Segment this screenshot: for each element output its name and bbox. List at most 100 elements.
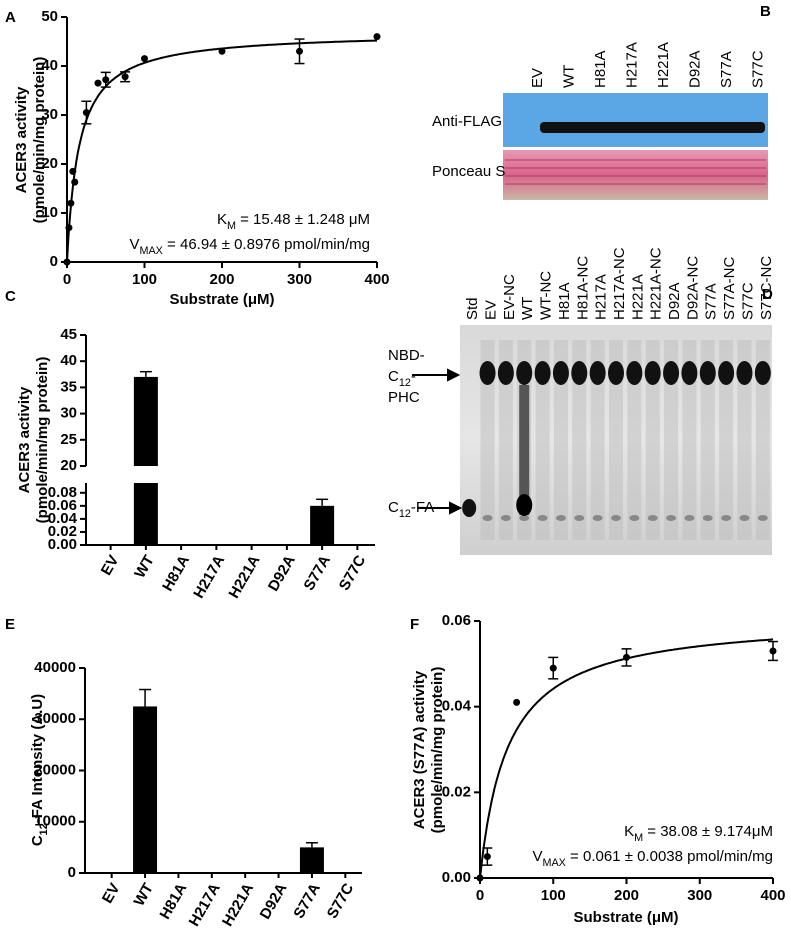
- tlc-lanes: [462, 340, 771, 540]
- panel-label: B: [760, 3, 771, 20]
- x-tick-label: WT: [131, 552, 157, 581]
- marker-label: PHC: [388, 389, 420, 406]
- lane-label: H217A: [593, 274, 610, 320]
- x-tick-label: 200: [614, 887, 639, 904]
- lane-streak: [519, 385, 530, 515]
- lane-label: H81A: [556, 282, 573, 320]
- data-point: [102, 76, 110, 84]
- x-tick-label: EV: [99, 880, 124, 906]
- text-part: PHC: [388, 389, 420, 406]
- x-tick-label: S77A: [290, 880, 324, 921]
- data-point: [67, 199, 75, 207]
- spot: [574, 515, 585, 521]
- y-tick-label: 40: [41, 57, 58, 74]
- spot: [757, 515, 768, 521]
- text-part: V: [129, 236, 139, 253]
- data-point: [141, 55, 148, 63]
- x-tick-label: 0: [476, 887, 484, 904]
- y-axis-label: (pmole/min/mg protein): [429, 667, 446, 834]
- y-axis-label: (pmole/min/mg protein): [34, 357, 51, 524]
- spot: [571, 361, 588, 385]
- bar: [133, 483, 158, 545]
- x-tick-label: H81A: [159, 552, 193, 594]
- lane-label: H221A: [629, 274, 646, 320]
- lane-streak: [700, 340, 715, 540]
- x-tick-label: 0: [63, 271, 71, 288]
- lane-label: WT: [560, 65, 577, 88]
- text-part: MAX: [139, 245, 162, 257]
- lane-streak: [553, 340, 568, 540]
- spot: [702, 515, 713, 521]
- spot: [666, 515, 677, 521]
- text-part: 12: [399, 508, 411, 520]
- spot: [629, 515, 640, 521]
- lane-label: EV: [482, 300, 499, 320]
- y-tick-label: 0.02: [48, 523, 77, 540]
- lane-streak: [682, 340, 697, 540]
- x-axis-label: Substrate (μM): [573, 909, 678, 926]
- lane-label: S77A: [703, 283, 720, 320]
- panel-label: C: [5, 288, 16, 305]
- bar: [310, 505, 335, 545]
- x-tick-label: 400: [760, 887, 785, 904]
- y-tick-label: 35: [60, 378, 77, 395]
- spot: [537, 515, 548, 521]
- y-tick-label: 0: [68, 864, 76, 881]
- spot: [497, 361, 514, 385]
- y-tick-label: 0.08: [48, 484, 77, 501]
- spot: [479, 361, 496, 385]
- spot: [626, 361, 643, 385]
- data-point: [769, 647, 777, 655]
- data-point: [71, 178, 79, 186]
- y-axis-label: ACER3 activity: [16, 386, 33, 493]
- text-part: NBD-: [388, 347, 425, 364]
- spot: [754, 361, 771, 385]
- text-part: K: [217, 211, 227, 228]
- x-tick-label: 400: [364, 271, 389, 288]
- spot: [699, 361, 716, 385]
- lane-streak: [609, 340, 623, 540]
- bar: [133, 376, 158, 466]
- spot: [589, 361, 606, 385]
- y-axis-label: (pmole/min/mg protein): [31, 57, 48, 224]
- data-point: [623, 653, 630, 661]
- panel-label: A: [5, 9, 16, 26]
- y-tick-label: 45: [60, 326, 77, 343]
- text-part: = 46.94 ± 0.8976 pmol/min/mg: [163, 236, 370, 253]
- x-tick-label: EV: [98, 552, 123, 578]
- fit-curve: [66, 39, 377, 263]
- spot: [718, 361, 735, 385]
- panel-label: D: [762, 286, 773, 303]
- flag-band: [540, 122, 765, 133]
- lane-streak: [737, 340, 752, 540]
- spot: [482, 515, 493, 521]
- lane-label: H221A-NC: [648, 247, 665, 320]
- x-tick-label: H81A: [156, 880, 190, 922]
- lane-label: S77C: [749, 50, 766, 88]
- text-part: (pmole/min/mg protein): [34, 357, 51, 524]
- text-part: = 38.08 ± 9.174μM: [643, 823, 773, 840]
- annotation: VMAX = 46.94 ± 0.8976 pmol/min/mg: [129, 236, 370, 257]
- spot: [516, 361, 533, 385]
- lane-label: S77C-NC: [758, 256, 775, 320]
- bar: [299, 847, 324, 873]
- panel-label: F: [410, 616, 419, 633]
- x-tick-label: 100: [132, 271, 157, 288]
- text-part: C: [388, 368, 399, 385]
- y-tick-label: 10000: [34, 813, 76, 830]
- text-part: MAX: [542, 857, 565, 869]
- data-point: [296, 47, 303, 55]
- row-label: Ponceau S: [432, 163, 505, 180]
- text-part: -FA Intensity (A.U): [29, 694, 46, 823]
- lane-streak: [719, 340, 734, 540]
- annotation: VMAX = 0.061 ± 0.0038 pmol/min/mg: [532, 848, 773, 869]
- y-tick-label: 30000: [34, 710, 76, 727]
- lane-streak: [572, 340, 587, 540]
- x-tick-label: S77A: [301, 552, 335, 593]
- data-point: [69, 167, 77, 175]
- lane-streak: [498, 340, 513, 540]
- y-tick-label: 0.04: [442, 698, 472, 715]
- x-tick-label: H217A: [190, 552, 228, 601]
- data-point: [218, 47, 226, 55]
